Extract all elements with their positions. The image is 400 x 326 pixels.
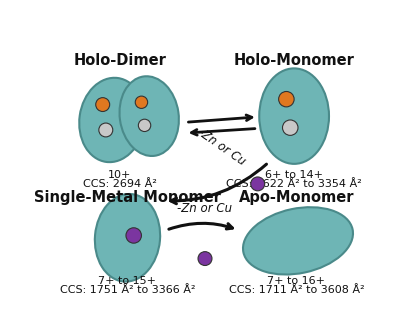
Circle shape bbox=[96, 98, 110, 111]
Ellipse shape bbox=[120, 76, 179, 156]
Ellipse shape bbox=[95, 194, 160, 282]
Ellipse shape bbox=[243, 207, 353, 274]
Circle shape bbox=[279, 92, 294, 107]
Circle shape bbox=[198, 252, 212, 265]
Circle shape bbox=[251, 177, 265, 191]
Text: CCS: 1622 Å² to 3354 Å²: CCS: 1622 Å² to 3354 Å² bbox=[226, 179, 362, 189]
Text: 7+ to 15+: 7+ to 15+ bbox=[98, 276, 156, 286]
Text: Holo-Monomer: Holo-Monomer bbox=[234, 53, 354, 68]
Text: 6+ to 14+: 6+ to 14+ bbox=[265, 170, 323, 180]
Text: -Zn or Cu: -Zn or Cu bbox=[178, 202, 232, 215]
Circle shape bbox=[135, 96, 148, 109]
Ellipse shape bbox=[259, 68, 329, 164]
Text: Single-Metal Monomer: Single-Metal Monomer bbox=[34, 190, 221, 205]
Ellipse shape bbox=[79, 78, 145, 162]
Text: 10+: 10+ bbox=[108, 170, 132, 180]
Text: CCS: 1711 Å² to 3608 Å²: CCS: 1711 Å² to 3608 Å² bbox=[229, 285, 364, 295]
Text: CCS: 1751 Å² to 3366 Å²: CCS: 1751 Å² to 3366 Å² bbox=[60, 285, 195, 295]
Circle shape bbox=[282, 120, 298, 135]
Circle shape bbox=[99, 123, 113, 137]
Text: CCS: 2694 Å²: CCS: 2694 Å² bbox=[83, 179, 157, 189]
Text: 7+ to 16+: 7+ to 16+ bbox=[268, 276, 326, 286]
Circle shape bbox=[126, 228, 142, 243]
Circle shape bbox=[138, 119, 151, 131]
Text: -Zn or Cu: -Zn or Cu bbox=[196, 126, 248, 169]
Text: Apo-Monomer: Apo-Monomer bbox=[239, 190, 354, 205]
Text: Holo-Dimer: Holo-Dimer bbox=[73, 53, 166, 68]
